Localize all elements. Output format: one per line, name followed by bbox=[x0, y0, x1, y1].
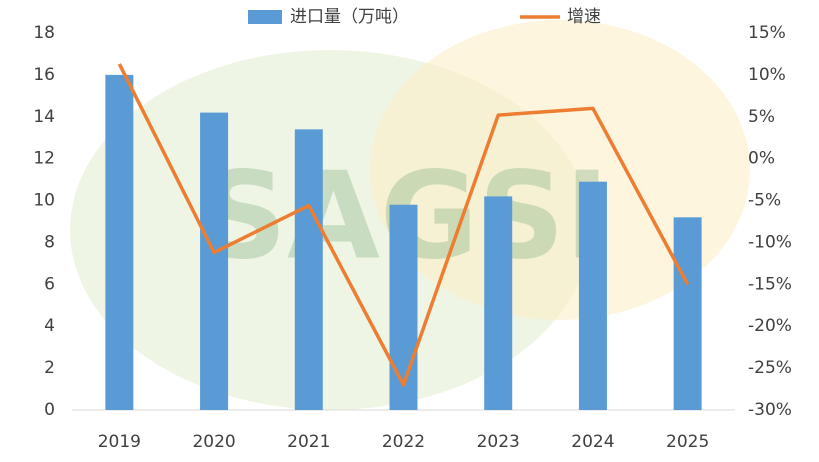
y2-tick-label: -25% bbox=[748, 358, 792, 378]
x-tick-label: 2025 bbox=[666, 432, 709, 452]
y2-tick-label: 0% bbox=[748, 149, 775, 169]
y-tick-label: 10 bbox=[33, 191, 55, 211]
y-tick-label: 18 bbox=[33, 23, 55, 43]
y-tick-label: 16 bbox=[33, 65, 55, 85]
x-tick-label: 2024 bbox=[571, 432, 614, 452]
bar bbox=[294, 129, 323, 410]
legend-swatch bbox=[248, 10, 282, 24]
y-tick-label: 8 bbox=[44, 232, 55, 252]
x-tick-label: 2019 bbox=[98, 432, 141, 452]
y2-tick-label: 10% bbox=[748, 65, 786, 85]
y2-tick-label: -15% bbox=[748, 274, 792, 294]
y-tick-label: 4 bbox=[44, 316, 55, 336]
bar bbox=[673, 217, 702, 410]
y2-tick-label: -10% bbox=[748, 232, 792, 252]
y2-tick-label: -20% bbox=[748, 316, 792, 336]
bar bbox=[389, 204, 418, 410]
y2-tick-label: 15% bbox=[748, 23, 786, 43]
y2-tick-label: -30% bbox=[748, 400, 792, 420]
y-tick-label: 14 bbox=[33, 107, 55, 127]
y2-tick-label: -5% bbox=[748, 191, 781, 211]
bar bbox=[200, 112, 229, 410]
y2-tick-label: 5% bbox=[748, 107, 775, 127]
y-tick-label: 2 bbox=[44, 358, 55, 378]
bar bbox=[105, 74, 134, 410]
bar bbox=[578, 181, 607, 410]
y-tick-label: 6 bbox=[44, 274, 55, 294]
y-tick-label: 12 bbox=[33, 149, 55, 169]
line bbox=[117, 63, 690, 387]
x-tick-label: 2021 bbox=[287, 432, 330, 452]
y-tick-label: 0 bbox=[44, 400, 55, 420]
x-tick-label: 2023 bbox=[477, 432, 520, 452]
watermark-shape bbox=[370, 20, 750, 320]
legend-label: 进口量（万吨） bbox=[290, 7, 409, 27]
x-tick-label: 2022 bbox=[382, 432, 425, 452]
bar bbox=[484, 196, 513, 410]
legend-label: 增速 bbox=[567, 7, 601, 27]
x-tick-label: 2020 bbox=[192, 432, 235, 452]
